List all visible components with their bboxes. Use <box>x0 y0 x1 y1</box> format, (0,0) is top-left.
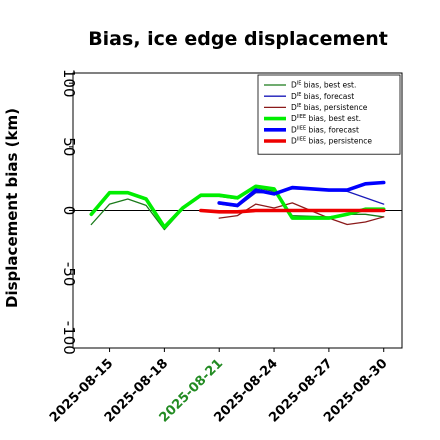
legend-label-6: DIIEE bias, persistence <box>291 137 372 146</box>
y-tick-label: 100 <box>60 69 78 98</box>
chart-title: Bias, ice edge displacement <box>88 28 388 50</box>
y-axis-label: Displacement bias (km) <box>3 108 21 308</box>
legend-label-1: DIE bias, best est. <box>291 81 356 90</box>
y-tick-label: 0 <box>60 206 78 216</box>
series-line-4 <box>89 184 386 229</box>
legend-label-2: DIE bias, forecast <box>291 92 354 101</box>
series-group <box>89 180 386 231</box>
legend-label-4: DIIEE bias, best est. <box>291 114 361 123</box>
legend-label-5: DIIEE bias, forecast <box>291 125 359 134</box>
series-line-6 <box>199 208 386 214</box>
y-tick-label: -100 <box>60 321 78 355</box>
legend: DIE bias, best est. DIE bias, forecast DIE… <box>257 74 401 155</box>
y-tick-label: 50 <box>60 137 78 156</box>
y-tick-label: -50 <box>60 262 78 287</box>
legend-label-3: DIE bias, persistence <box>291 103 368 112</box>
series-line-5 <box>217 180 386 208</box>
